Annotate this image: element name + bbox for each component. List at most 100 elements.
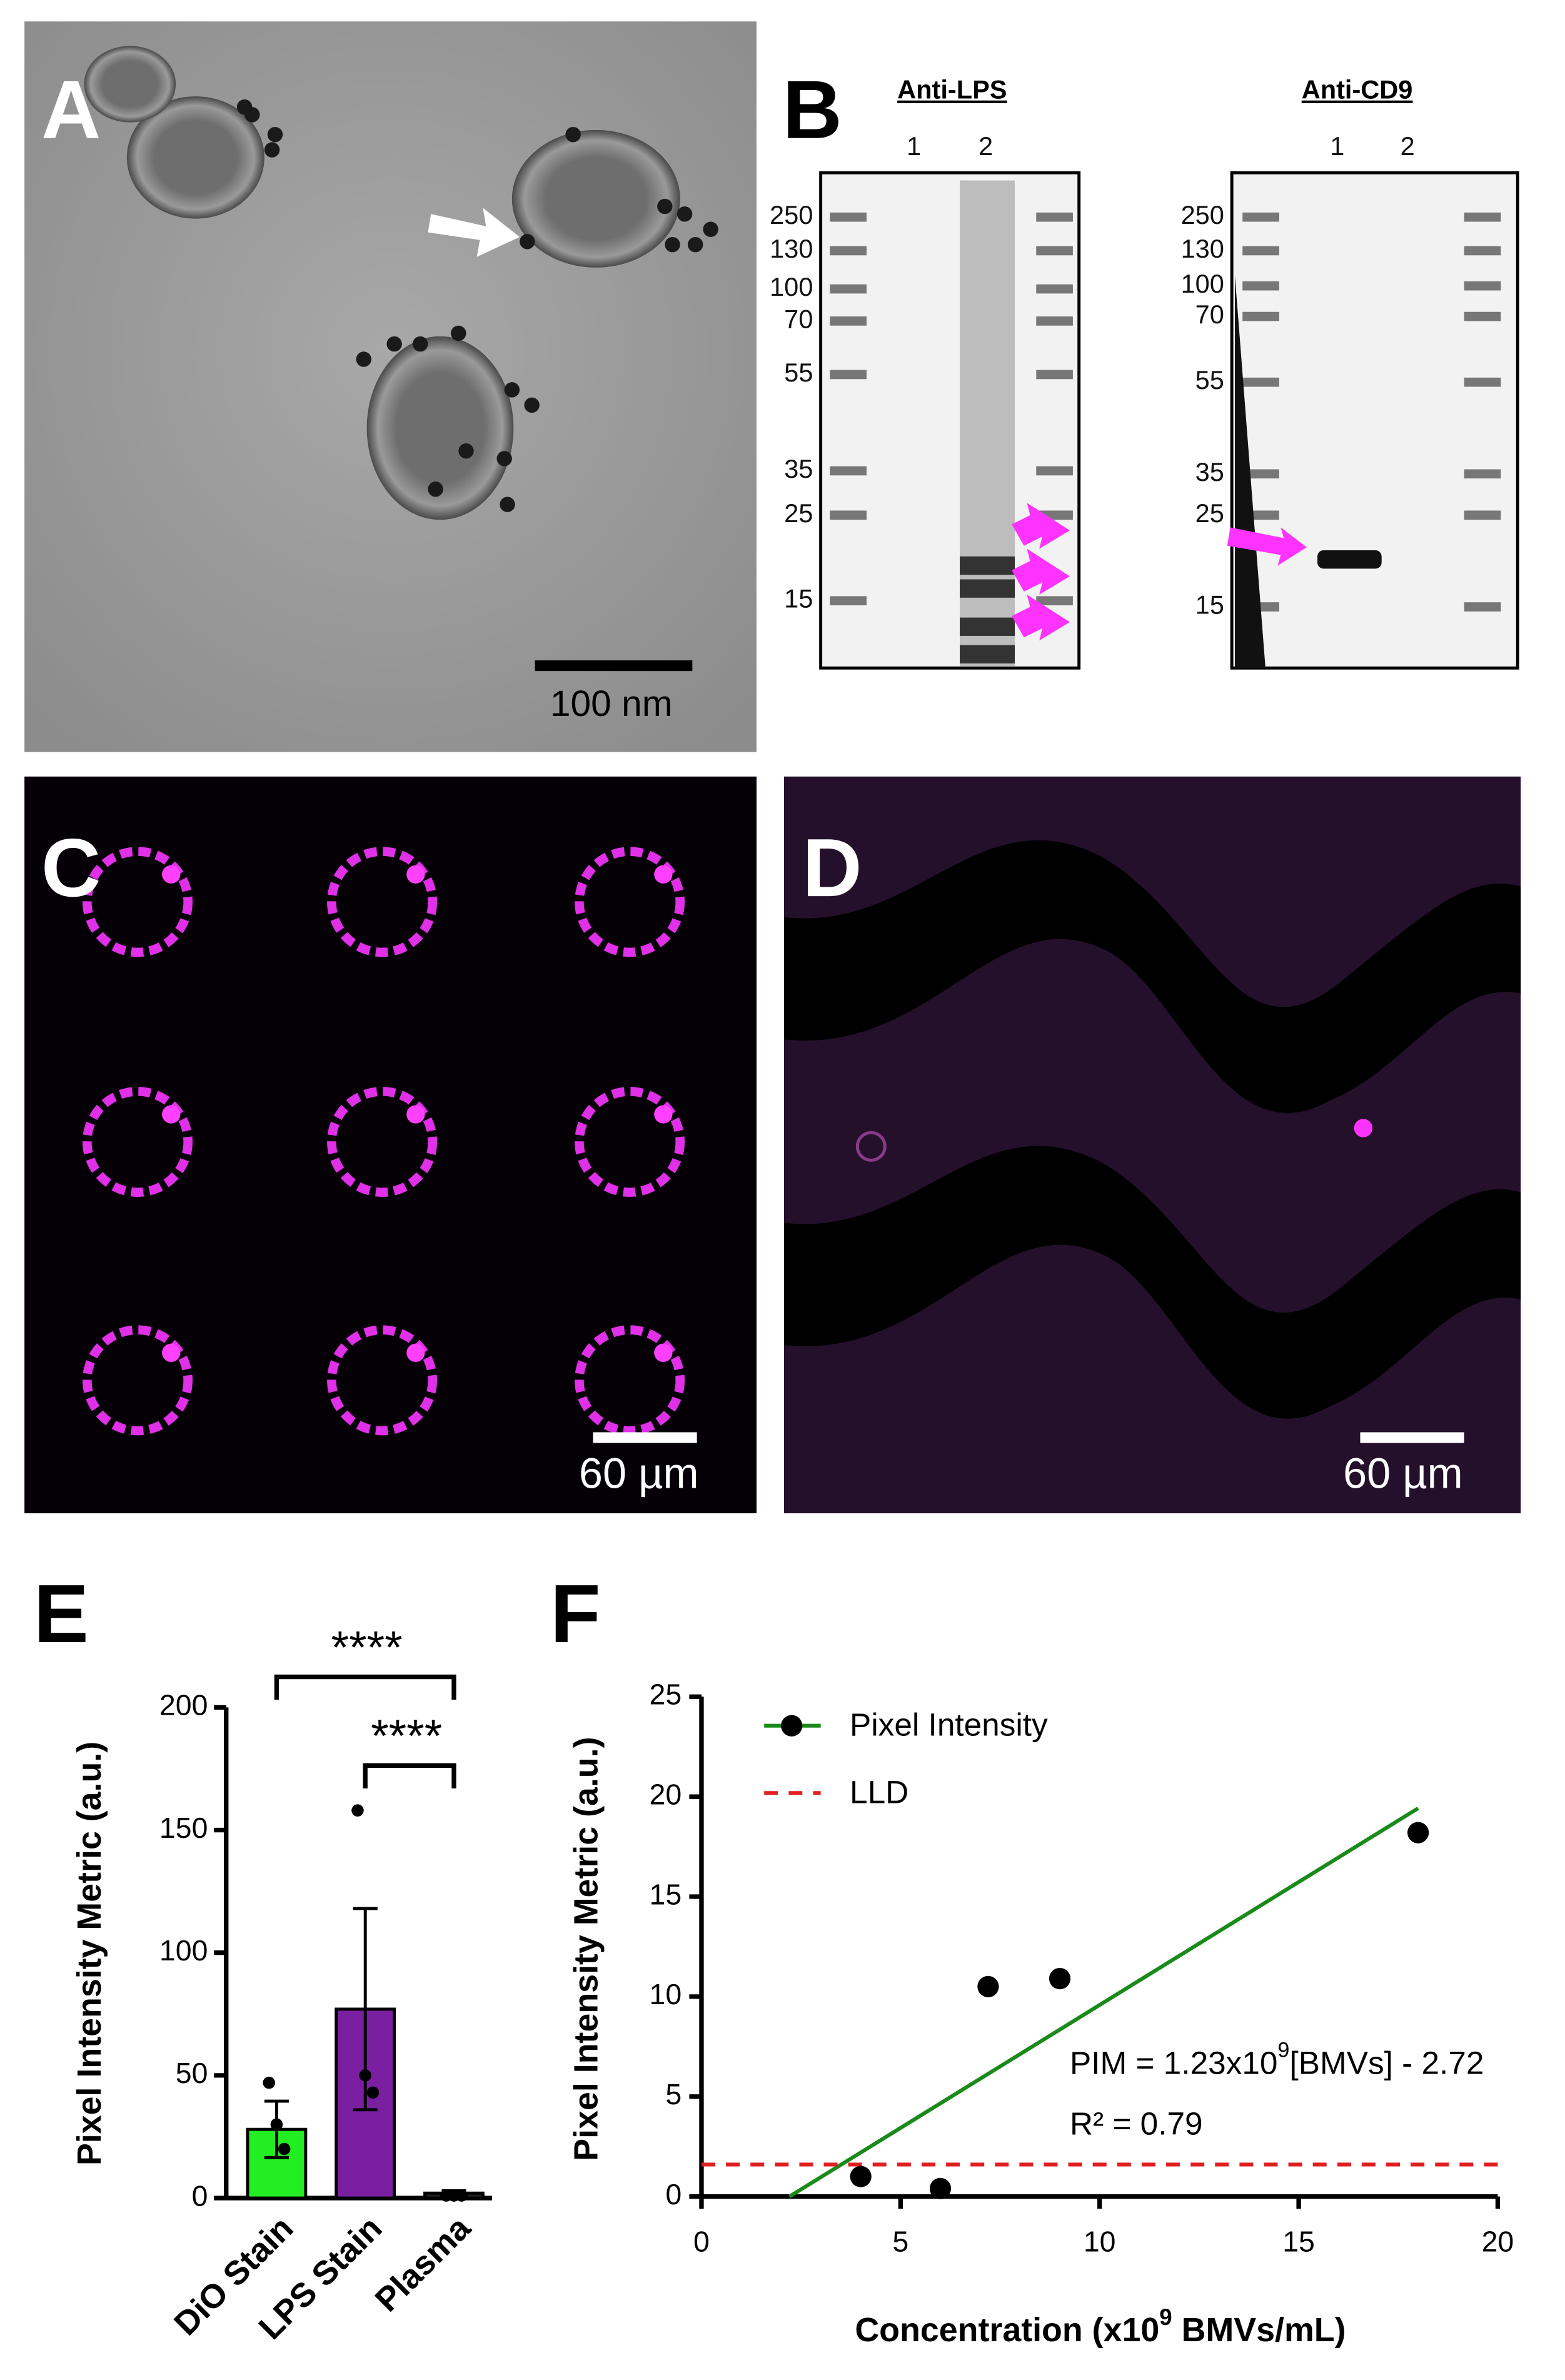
gold-particle (412, 336, 428, 352)
marker-label: 130 (770, 234, 813, 263)
lps-band (960, 579, 1015, 598)
significance-bracket (363, 1763, 456, 1788)
scale-label: 60 µm (579, 1449, 699, 1497)
panel-label: A (41, 64, 101, 156)
marker-label: 35 (1195, 457, 1224, 487)
scale-label: 60 µm (1343, 1449, 1463, 1497)
marker-label: 15 (1195, 590, 1224, 619)
data-point (1407, 1822, 1429, 1843)
gold-particle (677, 206, 693, 222)
r-squared: R² = 0.79 (1070, 2106, 1203, 2142)
ladder-band (1242, 281, 1279, 291)
ladder-band (1036, 284, 1073, 294)
vesicle (126, 96, 264, 219)
ring (82, 847, 193, 957)
scale-bar (1360, 1432, 1464, 1443)
panel-label: D (802, 822, 862, 914)
lps-band (960, 645, 1015, 663)
y-tick-label: 0 (192, 2179, 208, 2212)
data-point (359, 2069, 371, 2082)
ladder-band (1036, 596, 1073, 606)
ladder-band (1242, 246, 1279, 256)
ring (327, 847, 438, 957)
gold-particle (565, 126, 581, 143)
marker-label: 25 (784, 498, 813, 528)
ring-spot (654, 865, 673, 884)
blot-title: Anti-CD9 (1302, 75, 1413, 104)
marker-label: 250 (770, 200, 813, 229)
gold-particle (657, 198, 673, 214)
scale-label: 100 nm (550, 683, 673, 724)
arrow (1012, 594, 1070, 641)
gold-particle (500, 497, 515, 512)
ring (575, 1325, 685, 1436)
y-tick-label: 150 (159, 1812, 208, 1844)
lane-label: 2 (1401, 131, 1415, 161)
fit-line (788, 1807, 1419, 2199)
data-point (366, 2086, 380, 2099)
y-axis-label: Pixel Intensity Metric (a.u.) (71, 1742, 108, 2166)
ladder-band (1242, 212, 1279, 222)
x-tick-label: 10 (1084, 2226, 1116, 2258)
arrow (1012, 548, 1070, 595)
gold-particle (458, 443, 474, 459)
ladder-band (830, 316, 867, 326)
gold-particle (520, 234, 535, 250)
x-tick-label: 0 (693, 2226, 710, 2258)
gold-particle (687, 236, 703, 253)
ladder-band (830, 284, 867, 294)
marker-label: 130 (1181, 234, 1224, 263)
arrow (428, 208, 520, 257)
marker-label: 25 (1195, 498, 1224, 528)
significance: **** (331, 1621, 403, 1673)
legend-label: Pixel Intensity (850, 1707, 1048, 1743)
scale-bar (593, 1432, 697, 1443)
lane-label: 1 (1330, 131, 1344, 161)
ladder-band (1036, 466, 1073, 476)
data-point (455, 2189, 468, 2202)
ring-spot (406, 1343, 425, 1362)
scale-bar (535, 660, 693, 672)
channel-wall (783, 840, 1521, 1113)
y-tick-label: 15 (650, 1878, 682, 1910)
ring-spot (162, 865, 181, 884)
gold-particle (428, 482, 443, 497)
ladder-band (1242, 377, 1279, 387)
x-tick-label: 20 (1482, 2226, 1514, 2258)
equation-part: PIM = 1.23x10 (1070, 2045, 1277, 2080)
gold-particle (386, 336, 402, 352)
gold-particle (236, 99, 253, 115)
ladder-band (1242, 311, 1279, 321)
data-point (270, 2118, 283, 2131)
ring (575, 1087, 685, 1197)
lane-edge (1235, 275, 1266, 668)
marker-label: 55 (784, 358, 813, 387)
x-axis-label-part: BMVs/mL) (1172, 2311, 1346, 2349)
marker-label: 35 (784, 454, 813, 483)
ladder-band (830, 510, 867, 520)
y-tick-label: 5 (665, 2078, 682, 2110)
arrow (1012, 503, 1070, 549)
y-axis-label: Pixel Intensity Metric (a.u.) (567, 1737, 605, 2161)
gold-particle (665, 236, 680, 253)
data-point (278, 2142, 291, 2156)
significance: **** (371, 1710, 442, 1762)
equation-part: [BMVs] - 2.72 (1289, 2045, 1484, 2080)
y-tick-label: 200 (159, 1689, 208, 1722)
equation-sup: 9 (1277, 2038, 1289, 2062)
ladder-band (1036, 370, 1073, 380)
gold-particle (264, 142, 280, 158)
legend-marker (781, 1715, 803, 1737)
lps-band (960, 556, 1015, 575)
gold-particle (267, 126, 283, 143)
ladder-band (1036, 212, 1073, 222)
equation: PIM = 1.23x109[BMVs] - 2.72 (1070, 2038, 1484, 2080)
gold-particle (356, 351, 371, 367)
ladder-band (1464, 469, 1501, 479)
ladder-band (830, 466, 867, 476)
lps-band (960, 617, 1015, 636)
marker-label: 100 (770, 272, 813, 301)
data-point (1049, 1967, 1071, 1990)
y-tick-label: 0 (665, 2178, 682, 2211)
marker-label: 100 (1181, 269, 1224, 298)
